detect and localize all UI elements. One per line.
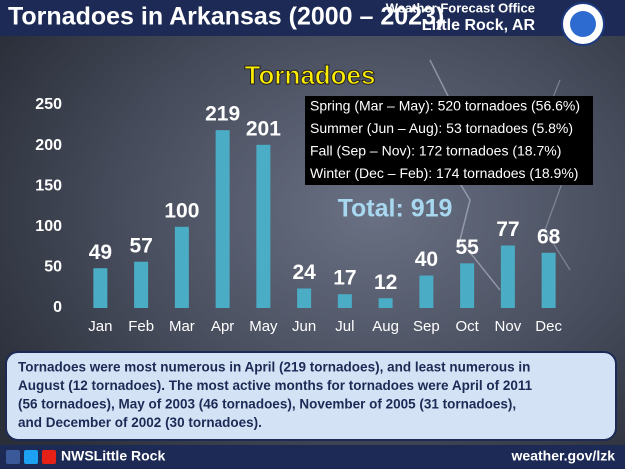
bar (378, 298, 393, 308)
description-line: August (12 tornadoes). The most active m… (18, 378, 533, 393)
description-line: and December of 2002 (30 tornadoes). (18, 415, 262, 430)
office-name: Weather Forecast Office (386, 0, 535, 15)
value-label: 68 (537, 225, 561, 248)
value-label: 55 (455, 236, 479, 259)
x-tick-label: Oct (455, 318, 479, 335)
x-tick-label: Feb (128, 318, 154, 335)
value-label: 57 (129, 234, 152, 257)
x-tick-label: Aug (372, 318, 399, 335)
bar (174, 226, 189, 308)
value-label: 201 (246, 117, 281, 140)
description-line: Tornadoes were most numerous in April (2… (18, 360, 530, 375)
season-box (305, 96, 593, 185)
bar (256, 144, 271, 308)
y-tick-label: 250 (35, 96, 62, 113)
season-summary: Summer (Jun – Aug): 53 tornadoes (5.8%) (310, 120, 573, 136)
x-tick-label: Dec (535, 318, 562, 335)
footer-url: weather.gov/lzk (511, 448, 616, 464)
nws-logo-inner (570, 11, 596, 37)
y-tick-label: 150 (35, 177, 62, 194)
x-tick-label: Jun (292, 318, 316, 335)
y-tick-label: 200 (35, 137, 62, 154)
twitter-icon (24, 450, 38, 464)
value-label: 219 (205, 103, 240, 126)
x-tick-label: Jan (88, 318, 112, 335)
x-tick-label: May (249, 318, 278, 335)
y-tick-label: 50 (44, 259, 62, 276)
bar (541, 252, 556, 308)
facebook-icon (6, 450, 20, 464)
season-summary: Fall (Sep – Nov): 172 tornadoes (18.7%) (310, 143, 561, 159)
bar (419, 275, 434, 308)
x-tick-label: Sep (413, 318, 440, 335)
value-label: 24 (292, 261, 316, 284)
value-label: 100 (164, 199, 199, 222)
bar (93, 268, 108, 308)
value-label: 77 (496, 218, 519, 241)
chart-title: Tornadoes (245, 60, 376, 90)
bar (297, 288, 312, 308)
value-label: 12 (374, 271, 397, 294)
y-tick-label: 0 (53, 299, 62, 316)
footer-social: NWSLittle Rock (61, 448, 165, 464)
bar (500, 245, 515, 308)
value-label: 17 (333, 267, 356, 290)
y-tick-label: 100 (35, 218, 62, 235)
office-location: Little Rock, AR (422, 17, 536, 34)
x-tick-label: Apr (211, 318, 234, 335)
x-tick-label: Nov (495, 318, 522, 335)
x-tick-label: Jul (335, 318, 354, 335)
x-tick-label: Mar (169, 318, 195, 335)
season-summary: Spring (Mar – May): 520 tornadoes (56.6%… (310, 98, 580, 114)
description-line: (56 tornadoes), May of 2003 (46 tornadoe… (18, 397, 516, 412)
total-label: Total: 919 (338, 195, 453, 223)
value-label: 40 (415, 248, 438, 271)
youtube-icon (42, 450, 56, 464)
bar (215, 130, 230, 308)
header-title: Tornadoes in Arkansas (2000 – 2023) (8, 3, 444, 31)
header-bar (0, 0, 625, 36)
footer-bar (0, 445, 625, 469)
bar (134, 261, 149, 308)
value-label: 49 (89, 241, 112, 264)
season-summary: Winter (Dec – Feb): 174 tornadoes (18.9%… (310, 165, 578, 181)
bar (460, 263, 475, 308)
description-box (5, 351, 617, 441)
bar (337, 294, 352, 308)
